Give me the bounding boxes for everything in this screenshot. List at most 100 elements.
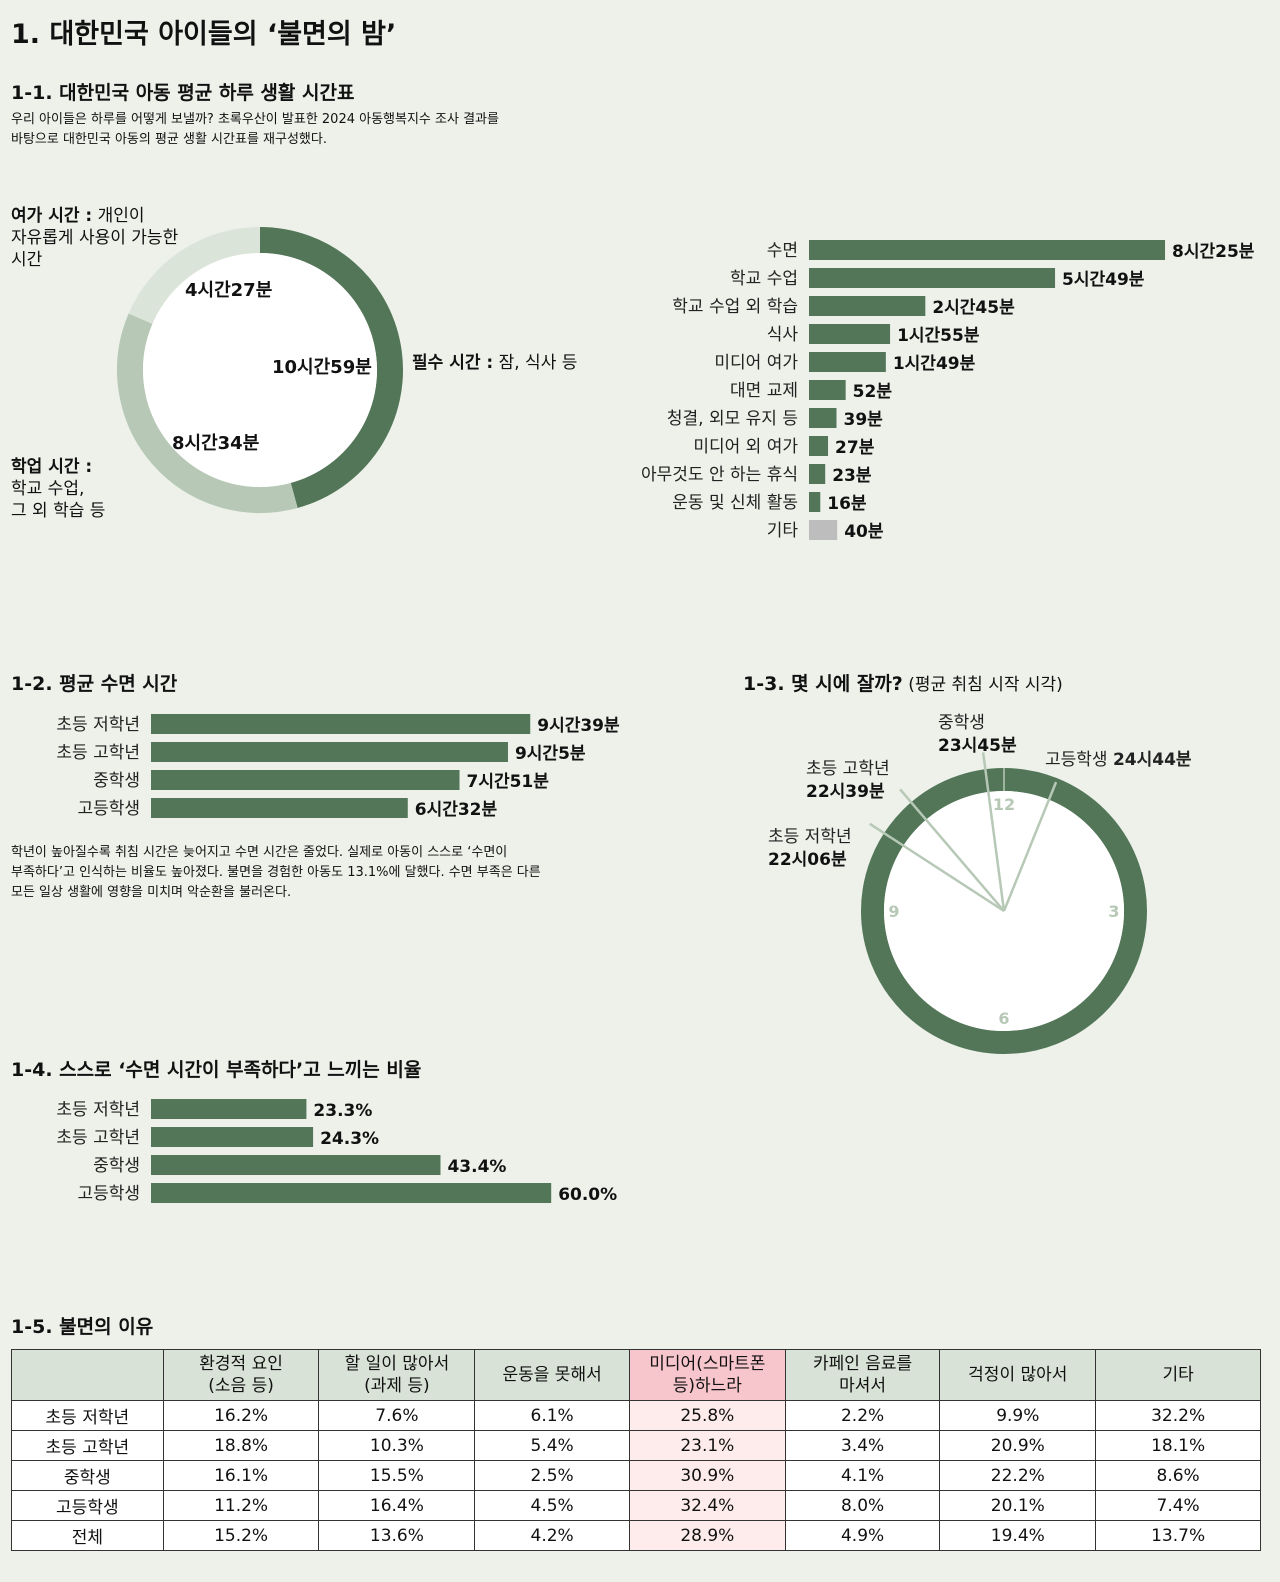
table-cell: 10.3% <box>318 1430 476 1461</box>
table-cell: 5.4% <box>474 1430 630 1461</box>
table-cell: 4.1% <box>784 1460 941 1491</box>
bar-category-label: 운동 및 신체 활동 <box>672 493 798 513</box>
section-1-2-description: 학년이 높아질수록 취침 시간은 늦어지고 수면 시간은 줄었다. 실제로 아동… <box>11 845 541 900</box>
table-cell: 16.2% <box>162 1400 320 1431</box>
essential-time-legend: 필수 시간 : 잠, 식사 등 <box>412 352 577 374</box>
bar-category-label: 청결, 외모 유지 등 <box>667 409 798 429</box>
table-header-cell: 기타 <box>1095 1349 1261 1401</box>
table-header-row: 환경적 요인 (소음 등) 할 일이 많아서 (과제 등) 운동을 못해서 미디어(스… <box>11 1349 1261 1401</box>
clock-series-name: 중학생 <box>938 713 985 733</box>
bar <box>809 436 829 456</box>
bar-category-label: 식사 <box>767 325 799 345</box>
table-header-cell: 환경적 요인 (소음 등) <box>162 1349 320 1401</box>
bar-value-label: 24.3% <box>320 1129 379 1149</box>
table-cell: 28.9% <box>628 1520 786 1551</box>
section-1-3-title: 1-3. 몇 시에 잘까? <box>743 673 903 695</box>
clock-hand <box>899 788 1005 912</box>
bar-category-label: 중학생 <box>93 771 140 791</box>
bar-value-label: 23.3% <box>313 1101 372 1121</box>
bar-value-label: 40분 <box>844 522 884 542</box>
donut-center <box>143 253 377 487</box>
leisure-time-legend: 여가 시간 : 개인이 자유롭게 사용이 가능한 시간 <box>11 205 178 271</box>
bar-category-label: 미디어 외 여가 <box>693 437 798 457</box>
bar <box>151 742 508 762</box>
bar <box>809 296 926 316</box>
bar-category-label: 학교 수업 외 학습 <box>672 297 798 317</box>
table-header-cell <box>11 1349 164 1401</box>
section-1-5-heading: 1-5. 불면의 이유 <box>11 1316 154 1338</box>
table-cell: 13.6% <box>318 1520 476 1551</box>
bar-value-label: 8시간25분 <box>1172 242 1255 262</box>
leisure-legend-text: 개인이 자유롭게 사용이 가능한 시간 <box>11 206 179 270</box>
table-cell: 15.2% <box>162 1520 320 1551</box>
bar <box>809 380 846 400</box>
bar <box>151 1099 307 1119</box>
table-cell: 4.9% <box>784 1520 941 1551</box>
bar-value-label: 6시간32분 <box>415 800 498 820</box>
bar-value-label: 60.0% <box>558 1185 617 1205</box>
table-cell: 8.6% <box>1095 1460 1261 1491</box>
bar <box>151 1127 314 1147</box>
table-cell: 23.1% <box>628 1430 786 1461</box>
bar-category-label: 수면 <box>767 241 798 261</box>
bar <box>809 324 891 344</box>
section-1-3-subtitle: (평균 취침 시작 시각) <box>902 675 1063 695</box>
section-1-1-heading: 1-1. 대한민국 아동 평균 하루 생활 시간표 <box>11 82 355 104</box>
bar-category-label: 고등학생 <box>77 799 140 819</box>
bar <box>809 520 838 540</box>
table-row-header: 초등 저학년 <box>11 1400 164 1431</box>
bar-category-label: 중학생 <box>93 1156 140 1176</box>
bar-category-label: 초등 고학년 <box>56 1128 140 1148</box>
bar-value-label: 7시간51분 <box>467 772 550 792</box>
bar-category-label: 기타 <box>767 521 799 541</box>
table-cell: 2.5% <box>474 1460 630 1491</box>
table-cell: 32.4% <box>628 1490 786 1521</box>
table-row-header: 초등 고학년 <box>11 1430 164 1461</box>
daily-donut-chart <box>117 227 403 513</box>
section-1-2-heading: 1-2. 평균 수면 시간 <box>11 673 178 695</box>
table-row: 초등 저학년 16.2% 7.6% 6.1% 25.8% 2.2% 9.9% 32.2% <box>11 1400 1261 1431</box>
table-cell: 32.2% <box>1095 1400 1261 1431</box>
section-1-1-description: 우리 아이들은 하루를 어떻게 보낼까? 초록우산이 발표한 2024 아동행복… <box>11 112 499 147</box>
bar-category-label: 고등학생 <box>77 1184 140 1204</box>
bar-value-label: 52분 <box>853 382 893 402</box>
bar-category-label: 미디어 여가 <box>714 353 798 373</box>
essential-legend-title: 필수 시간 : <box>412 353 494 373</box>
table-cell: 6.1% <box>474 1400 630 1431</box>
section-1-3-heading: 1-3. 몇 시에 잘까? (평균 취침 시작 시각) <box>743 669 1063 696</box>
table-cell: 13.7% <box>1095 1520 1261 1551</box>
essential-legend-text: 잠, 식사 등 <box>493 353 578 373</box>
bar-category-label: 초등 저학년 <box>56 715 140 735</box>
bar-value-label: 1시간49분 <box>893 354 976 374</box>
bar <box>809 268 1056 288</box>
bar-value-label: 23분 <box>832 466 872 486</box>
clock-series-time: 24시44분 <box>1113 750 1192 770</box>
bar <box>809 492 821 512</box>
table-cell: 22.2% <box>939 1460 1097 1491</box>
bar-value-label: 9시간39분 <box>537 716 620 736</box>
bar <box>809 408 837 428</box>
table-cell: 11.2% <box>162 1490 320 1521</box>
clock-number: 9 <box>888 902 899 921</box>
table-cell: 7.6% <box>318 1400 476 1431</box>
table-cell: 19.4% <box>939 1520 1097 1551</box>
table-cell: 3.4% <box>784 1430 941 1461</box>
bar <box>151 714 531 734</box>
table-cell: 2.2% <box>784 1400 941 1431</box>
clock-hand <box>981 752 1006 912</box>
bar-category-label: 학교 수업 <box>730 269 798 289</box>
table-header-cell: 카페인 음료를 마셔서 <box>784 1349 941 1401</box>
table-cell: 18.1% <box>1095 1430 1261 1461</box>
table-header-cell: 운동을 못해서 <box>474 1349 630 1401</box>
insomnia-reasons-table: 환경적 요인 (소음 등) 할 일이 많아서 (과제 등) 운동을 못해서 미디어(스… <box>11 1349 1261 1551</box>
table-cell: 20.9% <box>939 1430 1097 1461</box>
page-title: 1. 대한민국 아이들의 ‘불면의 밤’ <box>11 19 397 50</box>
table-header-cell: 할 일이 많아서 (과제 등) <box>318 1349 476 1401</box>
study-time-legend: 학업 시간 : 학교 수업, 그 외 학습 등 <box>11 456 105 522</box>
bar-category-label: 초등 저학년 <box>56 1100 140 1120</box>
clock-number: 12 <box>993 795 1015 814</box>
bar-category-label: 대면 교제 <box>730 381 798 401</box>
table-header-cell: 미디어(스마트폰 등)하느라 <box>628 1349 786 1401</box>
donut-slice-essential <box>259 227 403 508</box>
